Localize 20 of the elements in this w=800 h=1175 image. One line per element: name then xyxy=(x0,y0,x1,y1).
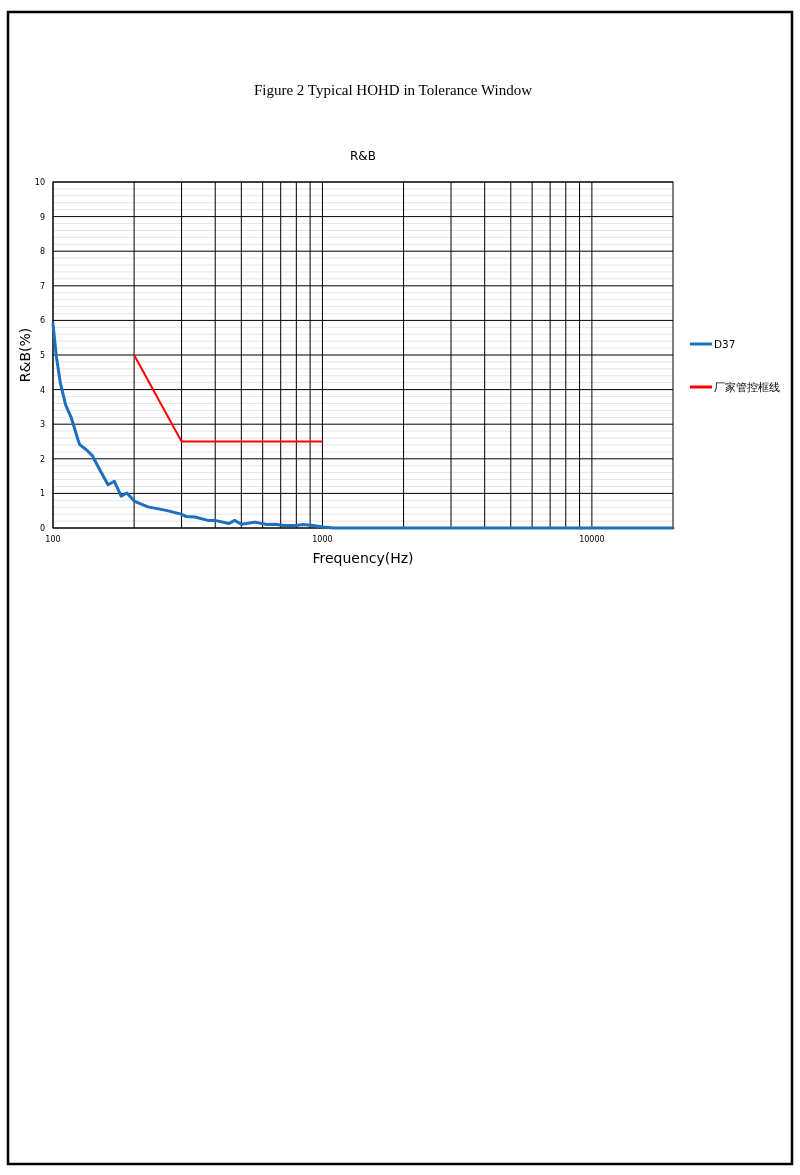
y-tick-label: 0 xyxy=(39,524,45,533)
legend-label: 厂家管控框线 xyxy=(714,381,780,393)
y-axis-title: R&B(%) xyxy=(17,327,33,383)
chart-title: Figure 2 Typical HOHD in Tolerance Window xyxy=(253,82,533,98)
x-axis-title: Frequency(Hz) xyxy=(312,550,414,566)
x-tick-label: 10000 xyxy=(579,535,605,544)
y-tick-label: 7 xyxy=(39,281,45,291)
y-tick-label: 1 xyxy=(39,489,45,499)
legend-label: D37 xyxy=(714,338,736,350)
y-tick-label: 5 xyxy=(39,351,45,360)
y-tick-label: 8 xyxy=(39,247,45,257)
y-tick-label: 6 xyxy=(39,316,45,326)
x-tick-label: 100 xyxy=(45,535,61,544)
x-tick-label: 1000 xyxy=(312,535,333,544)
chart-subtitle: R&B xyxy=(350,149,376,163)
y-tick-label: 2 xyxy=(39,454,45,464)
y-tick-label: 10 xyxy=(34,178,45,187)
y-tick-label: 4 xyxy=(39,385,45,395)
y-tick-label: 3 xyxy=(39,420,45,430)
y-tick-label: 9 xyxy=(39,212,45,222)
